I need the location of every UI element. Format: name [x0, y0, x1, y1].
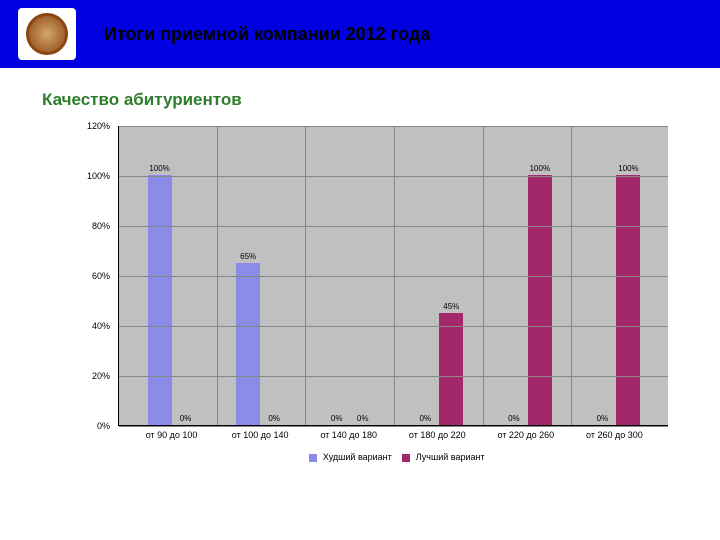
y-axis-labels: 0%20%40%60%80%100%120% [78, 126, 114, 426]
bar-series-b [528, 175, 552, 425]
group-separator [305, 126, 306, 425]
header-bar: Итоги приемной компании 2012 года [0, 0, 720, 68]
bar-value-label: 0% [410, 414, 440, 423]
y-tick-label: 120% [87, 121, 110, 131]
group-separator [571, 126, 572, 425]
x-axis-labels: от 90 до 100от 100 до 140от 140 до 180от… [118, 430, 668, 444]
y-tick-label: 100% [87, 171, 110, 181]
y-tick-label: 40% [92, 321, 110, 331]
bar-value-label: 0% [348, 414, 378, 423]
x-tick-label: от 180 до 220 [392, 430, 482, 440]
bar-series-a [148, 175, 172, 425]
group-separator [217, 126, 218, 425]
bar-series-b [616, 175, 640, 425]
legend-swatch-b [402, 454, 410, 462]
logo-emblem-icon [26, 13, 68, 55]
legend-label-b: Лучший вариант [416, 452, 485, 462]
y-tick-label: 20% [92, 371, 110, 381]
chart-plot-area: 100%0%65%0%0%0%0%45%0%100%0%100% [118, 126, 668, 426]
y-tick-label: 0% [97, 421, 110, 431]
grid-line [119, 426, 668, 427]
bar-value-label: 0% [499, 414, 529, 423]
x-tick-label: от 140 до 180 [304, 430, 394, 440]
bar-series-a [236, 263, 260, 426]
y-tick-label: 60% [92, 271, 110, 281]
chart-subtitle: Качество абитуриентов [42, 90, 720, 110]
legend-label-a: Худший вариант [323, 452, 392, 462]
page-title: Итоги приемной компании 2012 года [104, 24, 430, 45]
x-tick-label: от 90 до 100 [127, 430, 217, 440]
bar-value-label: 100% [145, 164, 175, 173]
bar-value-label: 100% [525, 164, 555, 173]
x-tick-label: от 220 до 260 [481, 430, 571, 440]
group-separator [394, 126, 395, 425]
x-tick-label: от 100 до 140 [215, 430, 305, 440]
group-separator [483, 126, 484, 425]
bar-value-label: 65% [233, 252, 263, 261]
bar-value-label: 0% [171, 414, 201, 423]
chart-container: 0% 20% 40% 60% 80% 100% 120% 100% 0% 65% 0% 0% 0% 0%… [78, 118, 678, 478]
bar-value-label: 45% [436, 302, 466, 311]
logo [18, 8, 76, 60]
bar-value-label: 0% [587, 414, 617, 423]
legend-swatch-a [309, 454, 317, 462]
bar-value-label: 100% [613, 164, 643, 173]
y-tick-label: 80% [92, 221, 110, 231]
bar-value-label: 0% [259, 414, 289, 423]
x-tick-label: от 260 до 300 [569, 430, 659, 440]
bar-series-b [439, 313, 463, 426]
chart-legend: Худший вариант Лучший вариант [118, 452, 668, 462]
